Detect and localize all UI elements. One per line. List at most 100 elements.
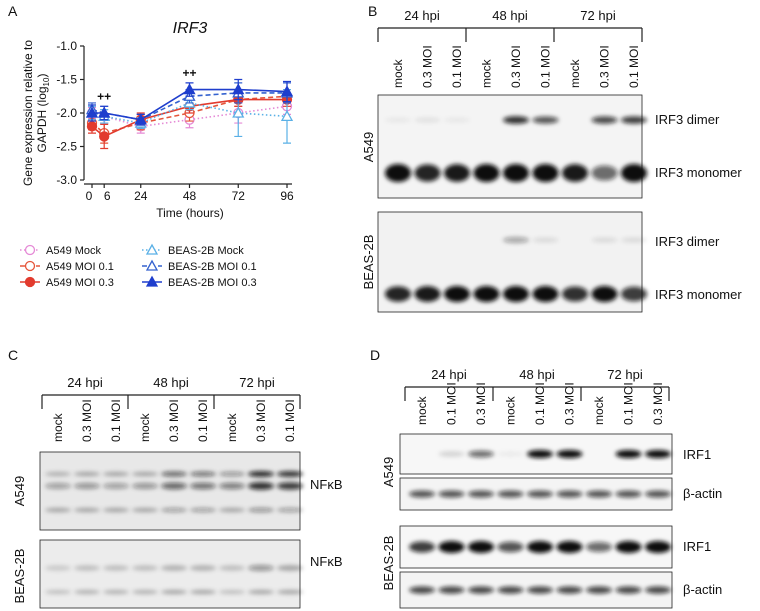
band <box>45 483 71 489</box>
band <box>45 589 71 595</box>
band-label: IRF3 dimer <box>655 234 720 249</box>
band <box>503 116 529 124</box>
y-axis-label-text: GAPDH (log <box>35 86 49 152</box>
band <box>586 541 612 553</box>
cell-label: BEAS-2B <box>12 549 27 604</box>
band <box>103 471 129 477</box>
band <box>385 164 411 182</box>
marker <box>24 244 36 256</box>
band <box>615 490 642 498</box>
blot <box>399 525 673 569</box>
band <box>468 586 494 594</box>
chart-title: IRF3 <box>173 20 208 37</box>
band <box>503 286 529 302</box>
legend-label: BEAS-2B MOI 0.1 <box>168 261 257 273</box>
band <box>527 541 553 553</box>
series-line <box>91 105 288 128</box>
marker <box>98 106 111 118</box>
band <box>248 482 274 490</box>
blot-background <box>39 539 301 609</box>
band <box>438 451 465 457</box>
band <box>556 490 583 498</box>
blot <box>377 94 647 199</box>
band <box>473 286 500 302</box>
marker <box>232 83 245 95</box>
blot-bands <box>45 564 303 595</box>
x-tick-label: 48 <box>183 189 197 203</box>
band <box>103 565 129 571</box>
band <box>161 507 187 513</box>
band <box>497 586 524 594</box>
band <box>527 450 553 458</box>
group-label: 24 hpi <box>67 375 103 390</box>
band <box>219 482 245 490</box>
legend-label: A549 MOI 0.3 <box>46 277 114 289</box>
band <box>503 237 529 243</box>
band-label: IRF3 monomer <box>655 287 742 302</box>
lane-label: mock <box>415 395 429 425</box>
band <box>190 565 216 571</box>
lane-label: 0.1 MOI <box>533 382 547 425</box>
group-label: 48 hpi <box>153 375 189 390</box>
band <box>190 507 216 513</box>
band <box>132 565 158 571</box>
band <box>586 490 612 498</box>
blot-bands <box>409 490 671 498</box>
band <box>248 471 274 477</box>
y-tick-label: -1.5 <box>56 73 77 87</box>
y-axis-label: GAPDH (log10) <box>35 74 51 153</box>
lane-label: 0.3 MOI <box>598 45 612 88</box>
band <box>219 507 245 513</box>
band <box>615 541 642 553</box>
legend-label: A549 Mock <box>46 245 102 257</box>
marker <box>24 260 36 272</box>
band <box>556 450 583 458</box>
blot-bands <box>385 116 647 182</box>
band <box>161 589 187 595</box>
band <box>532 286 559 302</box>
blot-bands <box>45 471 303 513</box>
band <box>414 286 441 302</box>
band <box>468 490 494 498</box>
band <box>277 589 303 595</box>
band-label: IRF1 <box>683 447 711 462</box>
blot <box>399 571 673 609</box>
x-tick-label: 6 <box>104 189 111 203</box>
panel-letter: A <box>8 3 18 19</box>
band <box>277 565 303 571</box>
blot <box>399 477 673 511</box>
lane-label: 0.3 MOI <box>421 45 435 88</box>
band <box>190 471 216 477</box>
marker <box>145 243 159 255</box>
lane-label: 0.1 MOI <box>283 399 297 442</box>
series-line <box>91 102 288 124</box>
band <box>132 589 158 595</box>
cell-label: A549 <box>361 132 376 162</box>
lane-label: 0.1 MOI <box>539 45 553 88</box>
x-tick-label: 72 <box>232 189 246 203</box>
band <box>615 450 642 458</box>
band <box>591 237 618 243</box>
band <box>74 565 100 571</box>
band <box>527 490 553 498</box>
lane-label: 0.3 MOI <box>254 399 268 442</box>
lane-label: 0.1 MOI <box>109 399 123 442</box>
blot-bands <box>438 450 671 458</box>
cell-label: BEAS-2B <box>381 536 396 591</box>
band <box>621 237 647 243</box>
lane-label: 0.3 MOI <box>167 399 181 442</box>
band <box>103 589 129 595</box>
lane-label: 0.1 MOI <box>196 399 210 442</box>
band <box>562 164 588 182</box>
band <box>503 164 529 182</box>
band <box>277 471 303 477</box>
band <box>532 164 559 182</box>
lane-label: 0.3 MOI <box>509 45 523 88</box>
band <box>444 164 470 182</box>
band <box>74 482 100 490</box>
band <box>468 450 494 458</box>
cell-label: A549 <box>381 457 396 487</box>
band <box>190 589 216 595</box>
band <box>438 541 465 553</box>
